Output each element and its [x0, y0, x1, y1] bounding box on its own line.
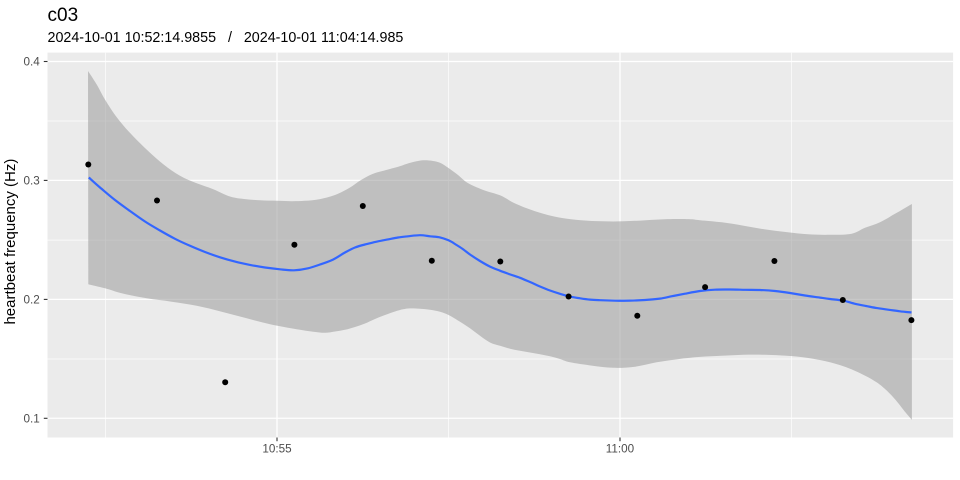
- svg-text:heartbeat frequency (Hz): heartbeat frequency (Hz): [2, 159, 19, 325]
- svg-text:0.3: 0.3: [24, 175, 40, 188]
- svg-text:c03: c03: [48, 5, 79, 26]
- svg-text:0.2: 0.2: [24, 294, 40, 307]
- svg-text:10:55: 10:55: [262, 443, 292, 456]
- svg-text:0.1: 0.1: [24, 413, 40, 426]
- svg-text:0.4: 0.4: [24, 56, 41, 69]
- svg-text:2024-10-01 10:52:14.9855 /: 2024-10-01 10:52:14.9855 / 2024-10-01 11…: [48, 30, 404, 46]
- svg-text:11:00: 11:00: [606, 443, 635, 456]
